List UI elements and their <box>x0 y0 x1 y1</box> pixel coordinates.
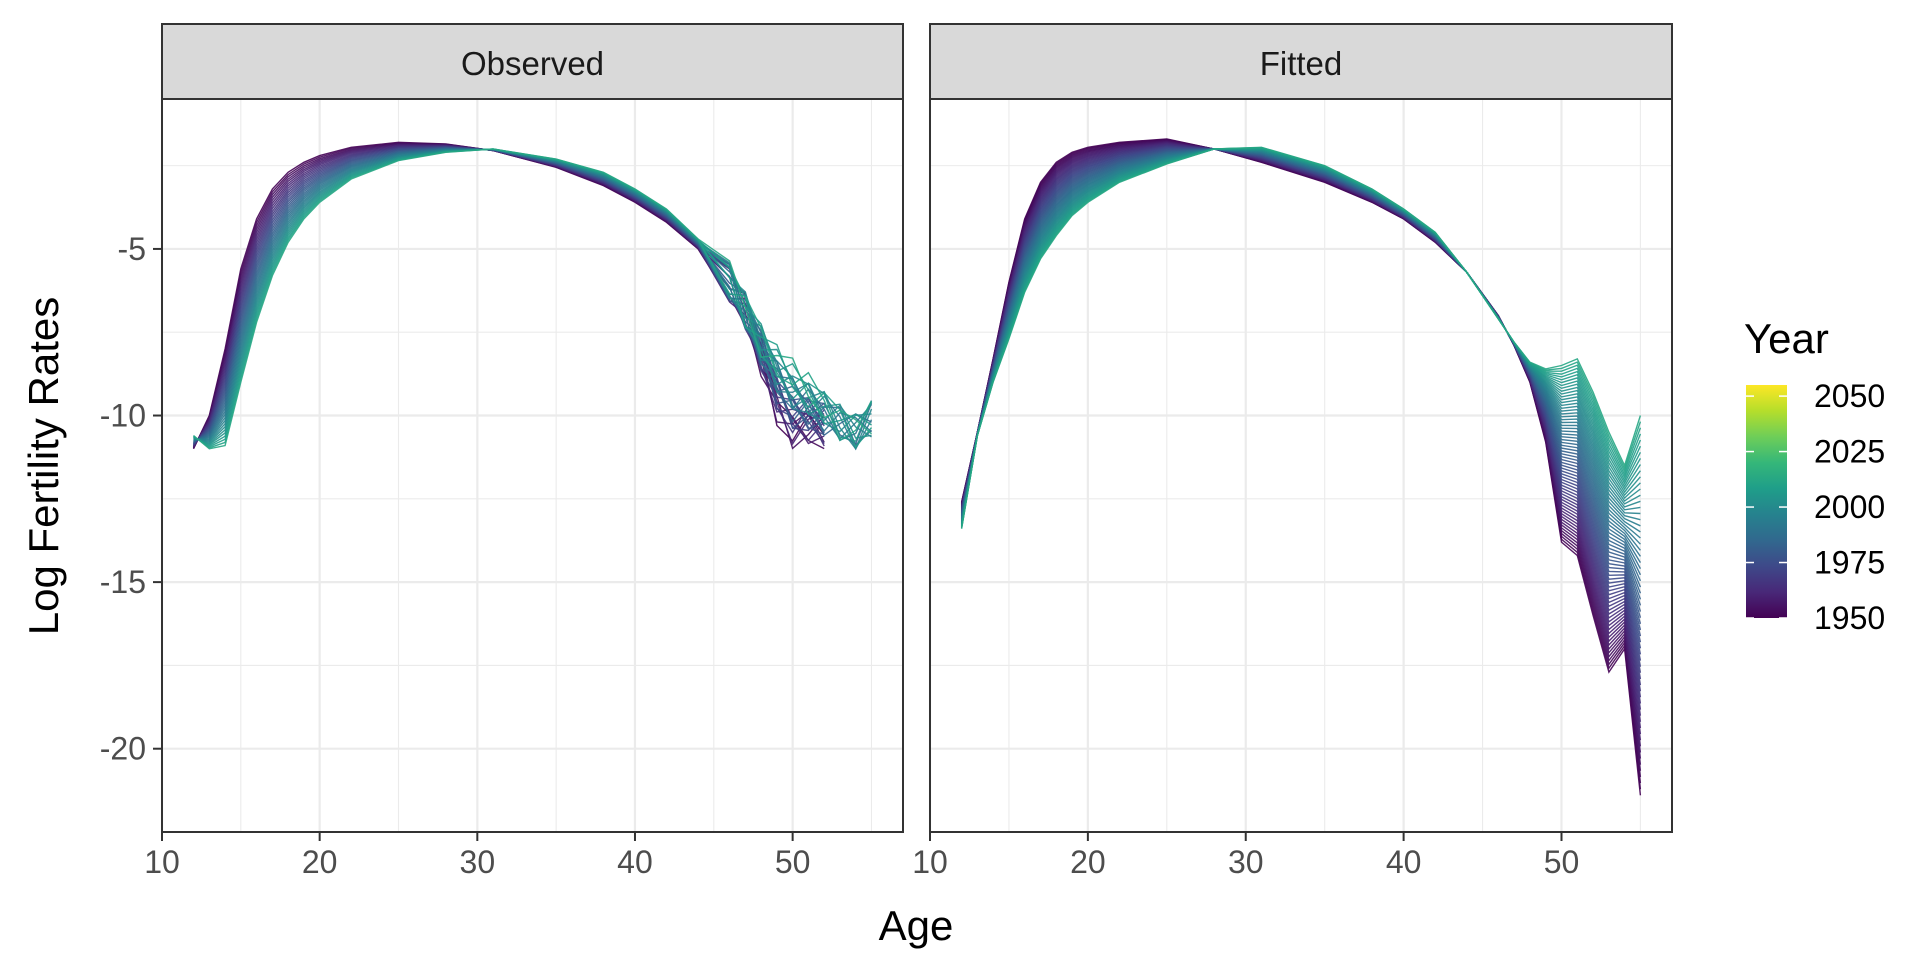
y-tick-label: -15 <box>100 564 146 600</box>
legend-colorbar <box>1746 385 1787 618</box>
series-line-observed-2012 <box>193 148 872 450</box>
facet-strip-label-observed: Observed <box>461 45 604 82</box>
x-tick-label: 40 <box>1386 844 1422 880</box>
y-tick-label: -20 <box>100 731 146 767</box>
x-tick-label: 20 <box>1070 844 1106 880</box>
legend-title: Year <box>1744 315 1829 362</box>
x-tick-label: 10 <box>912 844 948 880</box>
facet-strip-label-fitted: Fitted <box>1260 45 1343 82</box>
y-tick-label: -5 <box>118 231 146 267</box>
x-tick-label: 30 <box>1228 844 1264 880</box>
legend-ticks: 1950 1975 2000 2025 2050 <box>1746 378 1885 636</box>
panel-fitted <box>928 98 1673 833</box>
legend-tick-label: 2000 <box>1814 489 1885 525</box>
y-tick-label: -10 <box>100 398 146 434</box>
x-tick-label: 40 <box>617 844 653 880</box>
legend-tick-label: 2050 <box>1814 378 1885 414</box>
x-tick-label: 10 <box>144 844 180 880</box>
y-axis-title: Log Fertility Rates <box>20 297 67 635</box>
x-axis-title: Age <box>879 902 954 949</box>
legend-tick-label: 1975 <box>1814 545 1885 581</box>
legend-tick-label: 1950 <box>1814 600 1885 636</box>
panel-border-fitted <box>929 98 1673 833</box>
series-lines-fitted <box>960 138 1642 796</box>
series-lines-observed <box>192 141 873 451</box>
facet-fitted: Fitted <box>928 23 1673 833</box>
x-tick-label: 50 <box>775 844 811 880</box>
facet-strip-fitted <box>929 23 1673 100</box>
x-tick-label: 20 <box>302 844 338 880</box>
x-tick-label: 50 <box>1544 844 1580 880</box>
panel-observed <box>160 98 904 833</box>
facet-observed: Observed <box>160 23 904 833</box>
legend: Year 1950 1975 2000 2025 2050 <box>1744 315 1885 636</box>
x-tick-label: 30 <box>460 844 496 880</box>
panel-border-observed <box>161 98 904 833</box>
axes: 10 20 30 40 50 10 20 30 40 50 -5 -10 -15 -20 <box>100 231 1580 880</box>
legend-tick-label: 2025 <box>1814 434 1885 470</box>
series-line-fitted-2012 <box>960 146 1642 529</box>
facet-strip-observed <box>161 23 904 100</box>
